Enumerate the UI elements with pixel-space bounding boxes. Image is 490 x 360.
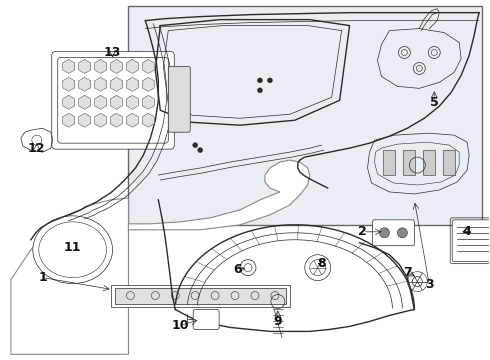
FancyBboxPatch shape	[58, 58, 168, 143]
Text: 6: 6	[234, 263, 243, 276]
Text: 11: 11	[64, 241, 81, 254]
Bar	[443, 150, 455, 175]
Polygon shape	[78, 95, 91, 109]
Circle shape	[257, 88, 263, 93]
Bar	[384, 150, 395, 175]
Text: 3: 3	[425, 278, 434, 291]
Text: 13: 13	[104, 46, 121, 59]
Polygon shape	[142, 59, 154, 73]
Text: 12: 12	[28, 141, 46, 155]
Polygon shape	[95, 113, 107, 127]
Text: 2: 2	[358, 225, 367, 238]
Polygon shape	[110, 95, 122, 109]
Bar	[423, 150, 435, 175]
Ellipse shape	[33, 216, 113, 284]
FancyBboxPatch shape	[452, 220, 490, 262]
Text: 4: 4	[463, 225, 471, 238]
Text: 8: 8	[318, 257, 326, 270]
FancyBboxPatch shape	[372, 220, 415, 246]
Bar	[115, 288, 286, 303]
Polygon shape	[110, 59, 122, 73]
Text: 5: 5	[430, 96, 439, 109]
Circle shape	[257, 78, 263, 83]
Bar	[111, 285, 290, 306]
Polygon shape	[63, 77, 74, 91]
Text: 9: 9	[273, 315, 282, 328]
Text: 7: 7	[403, 266, 412, 279]
Polygon shape	[142, 113, 154, 127]
Polygon shape	[110, 77, 122, 91]
FancyBboxPatch shape	[168, 67, 190, 132]
Polygon shape	[95, 77, 107, 91]
Polygon shape	[126, 77, 139, 91]
Polygon shape	[78, 59, 91, 73]
Polygon shape	[63, 113, 74, 127]
FancyBboxPatch shape	[52, 51, 174, 149]
Polygon shape	[142, 95, 154, 109]
Polygon shape	[126, 59, 139, 73]
Bar	[403, 150, 416, 175]
Circle shape	[397, 228, 407, 238]
Polygon shape	[110, 113, 122, 127]
Circle shape	[379, 228, 390, 238]
Polygon shape	[63, 95, 74, 109]
Polygon shape	[11, 160, 310, 354]
Circle shape	[197, 148, 203, 153]
Polygon shape	[126, 95, 139, 109]
Text: 1: 1	[38, 271, 47, 284]
Polygon shape	[95, 59, 107, 73]
Bar	[128, 6, 482, 225]
Polygon shape	[78, 113, 91, 127]
Ellipse shape	[39, 222, 106, 278]
Polygon shape	[78, 77, 91, 91]
Text: 10: 10	[172, 319, 189, 332]
Polygon shape	[142, 77, 154, 91]
FancyBboxPatch shape	[193, 310, 219, 329]
Polygon shape	[63, 59, 74, 73]
Polygon shape	[126, 113, 139, 127]
Polygon shape	[95, 95, 107, 109]
Circle shape	[268, 78, 272, 83]
Circle shape	[193, 143, 197, 148]
